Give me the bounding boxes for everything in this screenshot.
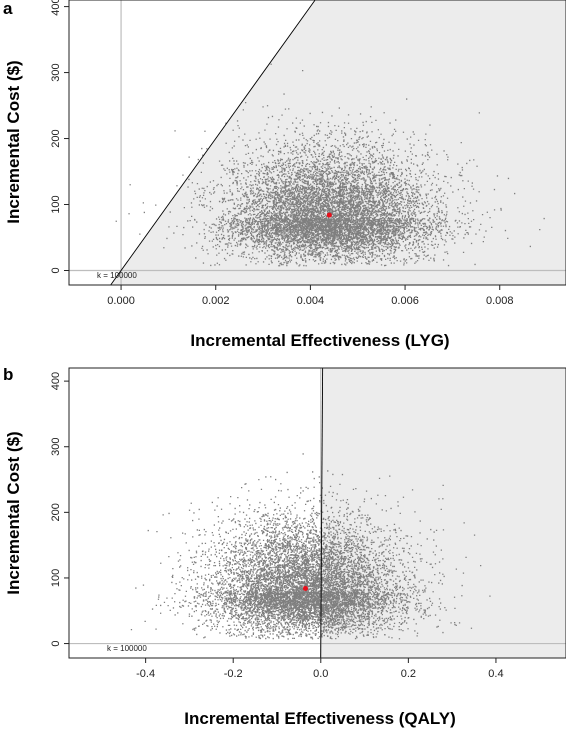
x-tick-label: 0.004: [297, 295, 325, 307]
y-axis-ticks-a: 0 100 200 300 400: [50, 0, 69, 274]
threshold-label-b: k = 100000: [107, 644, 147, 653]
y-tick-label: 400: [50, 372, 62, 390]
threshold-label-a: k = 100000: [97, 271, 137, 280]
panel-a: a 0.000 0.002 0.004 0.006 0.008 0 100 200 300 40…: [3, 0, 566, 350]
acceptability-region-b: [320, 368, 566, 658]
mean-point-a: [326, 212, 332, 218]
y-axis-ticks-b: 0 100 200 300 400: [50, 372, 69, 647]
panel-label-a: a: [3, 0, 13, 18]
mean-point-b: [302, 585, 308, 591]
y-tick-label: 300: [50, 438, 62, 456]
x-axis-title-b: Incremental Effectiveness (QALY): [184, 709, 455, 728]
plot-frame-b: [68, 367, 566, 659]
y-tick-label: 300: [50, 63, 62, 81]
y-tick-label: 100: [50, 195, 62, 213]
acceptability-region-a: [110, 0, 566, 285]
scatter-plot-a: [69, 0, 566, 285]
x-tick-label: 0.008: [486, 295, 514, 307]
y-tick-label: 200: [50, 129, 62, 147]
x-tick-label: 0.000: [107, 295, 135, 307]
x-tick-label: -0.4: [136, 668, 155, 680]
panel-label-b: b: [3, 365, 13, 384]
plot-frame-a: [68, 0, 566, 286]
y-tick-label: 200: [50, 503, 62, 521]
x-axis-ticks-b: -0.4 -0.2 0.0 0.2 0.4: [136, 658, 504, 680]
x-axis-ticks-a: 0.000 0.002 0.004 0.006 0.008: [107, 285, 513, 307]
x-tick-label: 0.002: [202, 295, 230, 307]
x-tick-label: 0.2: [401, 668, 416, 680]
y-tick-label: 400: [50, 0, 62, 16]
simulation-points-a: [115, 63, 545, 267]
y-tick-label: 0: [50, 267, 62, 273]
x-tick-label: 0.4: [488, 668, 503, 680]
scatter-plot-b: [69, 368, 566, 658]
x-tick-label: -0.2: [224, 668, 243, 680]
threshold-line-a: [110, 0, 316, 285]
x-tick-label: 0.0: [313, 668, 328, 680]
y-axis-title-a: Incremental Cost ($): [4, 60, 23, 223]
y-tick-label: 100: [50, 569, 62, 587]
x-axis-title-a: Incremental Effectiveness (LYG): [190, 331, 449, 350]
panel-b: b -0.4 -0.2 0.0 0.2 0.4 0 100 200 300 400 Increm…: [3, 365, 566, 728]
threshold-line-b: [320, 368, 324, 658]
simulation-points-b: [130, 453, 491, 640]
y-axis-title-b: Incremental Cost ($): [4, 431, 23, 594]
x-tick-label: 0.006: [391, 295, 419, 307]
y-tick-label: 0: [50, 641, 62, 647]
